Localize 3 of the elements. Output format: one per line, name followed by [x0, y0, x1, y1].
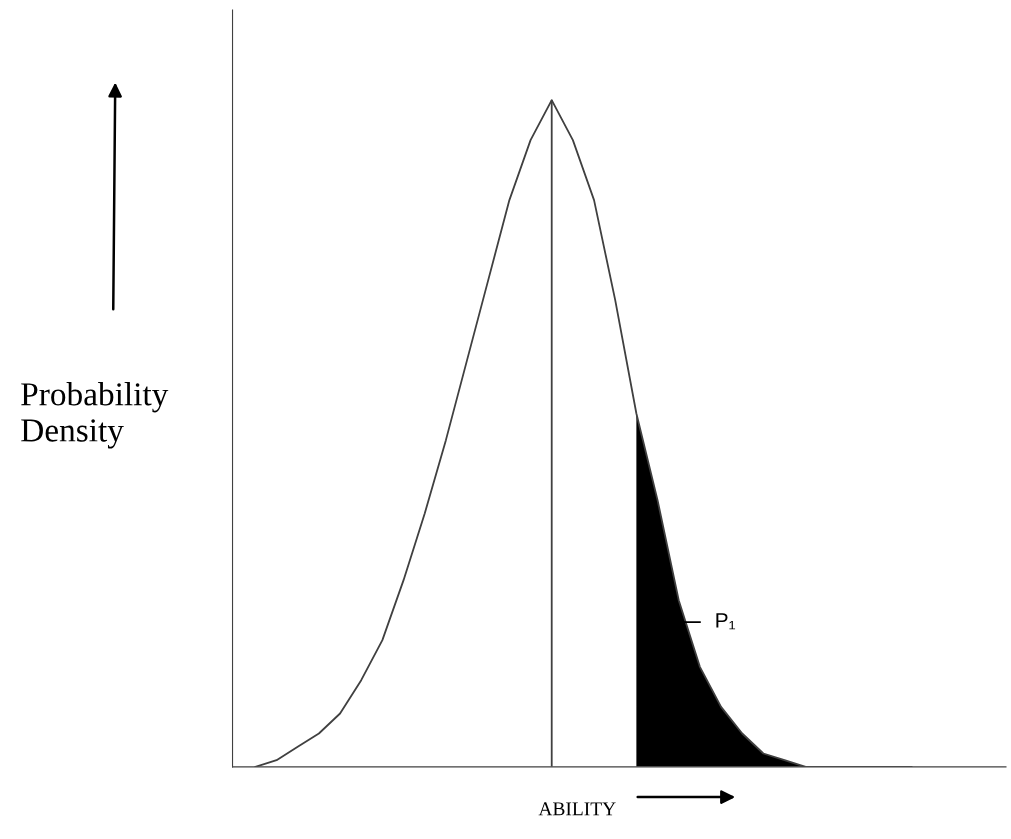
annotation: P₁: [716, 613, 736, 630]
y-axis-title: Probability Density: [21, 382, 169, 449]
x-axis-title: ABILITY: [538, 802, 616, 816]
